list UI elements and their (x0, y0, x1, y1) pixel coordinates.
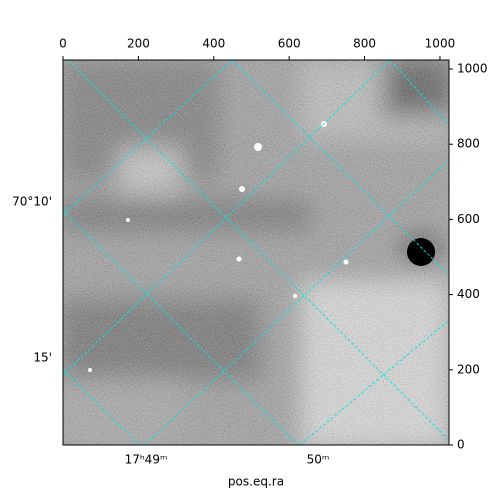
y-tick-label: 1000 (457, 62, 488, 76)
y-tick-label: 0 (457, 438, 465, 452)
plot-frame (62, 59, 450, 446)
y-tick-label: 200 (457, 362, 480, 376)
y-tick-label: 400 (457, 287, 480, 301)
x-tick-label: 200 (127, 37, 150, 51)
y-tick-label: 800 (457, 137, 480, 151)
x-tick-label: 0 (59, 37, 67, 51)
bottom-world-label: 50ᵐ (307, 453, 330, 467)
x-axis-label: pos.eq.ra (228, 475, 284, 489)
sky-image (63, 60, 449, 445)
coordinate-grid (62, 59, 450, 446)
x-tick-label: 800 (353, 37, 376, 51)
bottom-world-label: 17ʰ49ᵐ (125, 453, 168, 467)
x-tick-label: 400 (202, 37, 225, 51)
y-tick-label: 600 (457, 212, 480, 226)
left-world-label: 15' (33, 351, 52, 365)
x-tick-label: 600 (278, 37, 301, 51)
left-world-label: 70°10' (12, 195, 52, 209)
x-tick-label: 1000 (425, 37, 456, 51)
